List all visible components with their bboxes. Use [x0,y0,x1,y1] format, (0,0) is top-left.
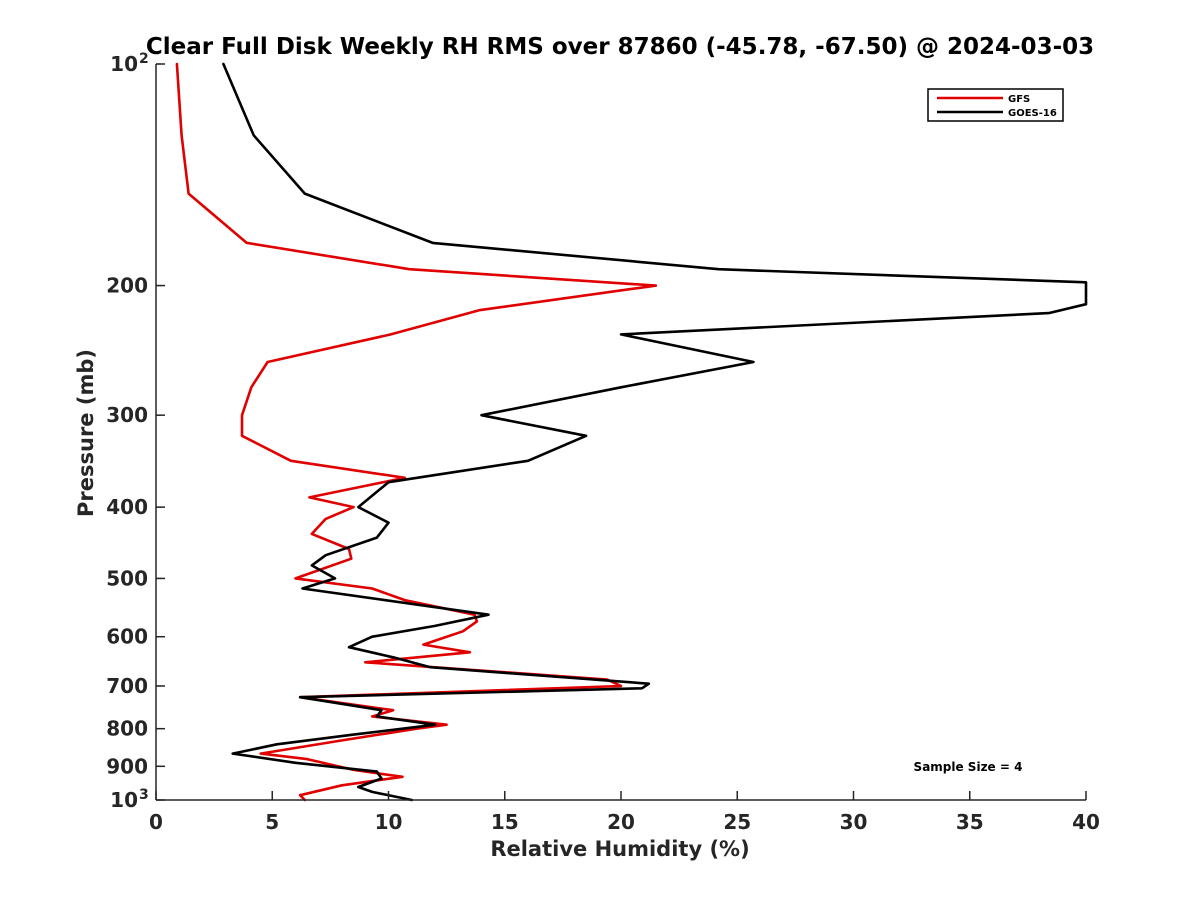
legend-label-gfs: GFS [1008,94,1030,105]
series-line-gfs [175,62,658,802]
x-tick-label: 35 [956,810,984,834]
legend-label-goes-16: GOES-16 [1008,108,1057,119]
legend: GFS GOES-16 [927,88,1064,122]
y-tick-label: 400 [106,495,148,519]
y-tick-exponent: 2 [139,51,149,67]
y-axis-title: Pressure (mb) [74,349,98,517]
y-tick-label: 200 [106,274,148,298]
sample-size-annotation: Sample Size = 4 [914,760,1023,774]
x-tick-label: 20 [607,810,635,834]
legend-box [927,88,1064,122]
y-tick-label: 10 [110,52,138,76]
x-tick-label: 5 [265,810,279,834]
x-tick-label: 15 [491,810,519,834]
x-tick-label: 0 [149,810,163,834]
chart-title: Clear Full Disk Weekly RH RMS over 87860… [146,34,1094,60]
x-tick-label: 40 [1072,810,1100,834]
x-tick-label: 10 [375,810,403,834]
y-tick-label: 900 [106,754,148,778]
y-tick-label: 500 [106,566,148,590]
y-tick-label: 800 [106,717,148,741]
y-tick-label: 600 [106,625,148,649]
series-line-goes-16 [222,62,1088,802]
y-tick-exponent: 3 [139,787,149,803]
x-tick-label: 30 [840,810,868,834]
y-tick-label: 700 [106,674,148,698]
x-tick-label: 25 [723,810,751,834]
x-axis-title: Relative Humidity (%) [490,837,749,861]
y-tick-label: 10 [110,788,138,812]
y-tick-label: 300 [106,403,148,427]
